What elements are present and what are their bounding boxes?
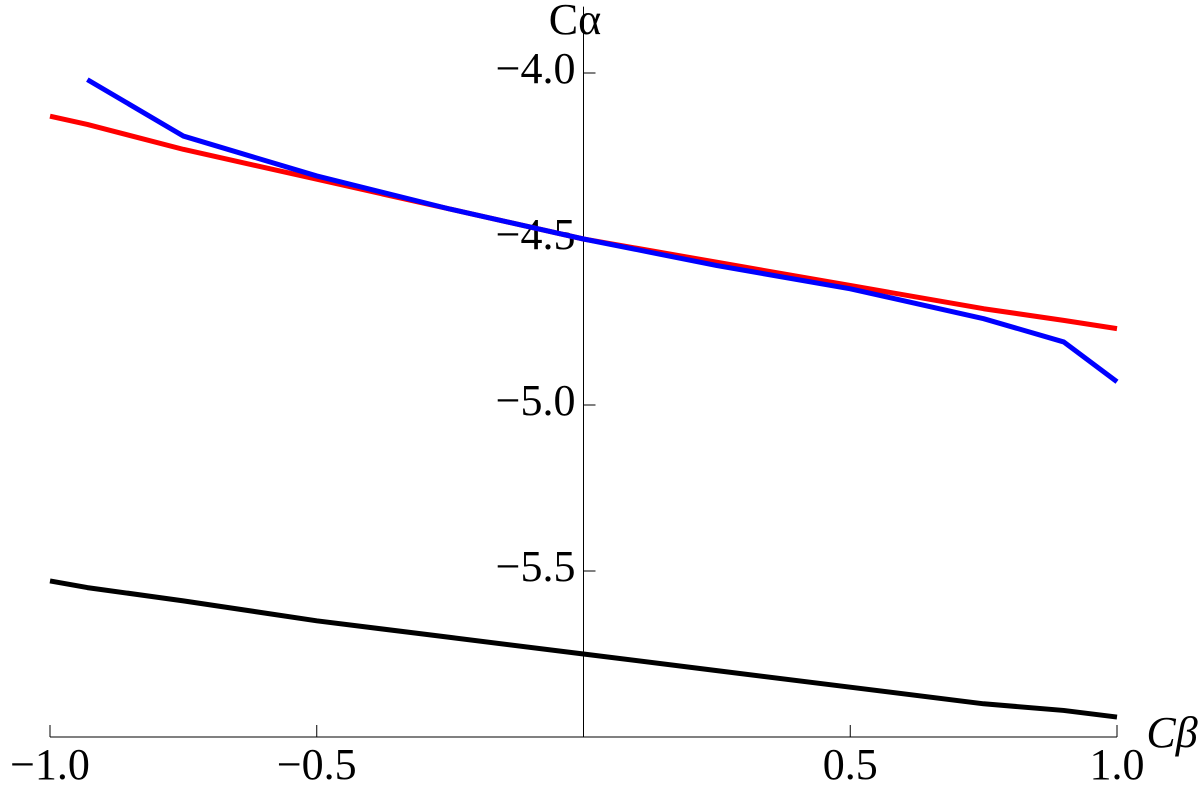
series-line — [49, 578, 1118, 720]
y-tick-label: −4.0 — [496, 44, 576, 93]
x-tick-label: −0.5 — [277, 740, 357, 785]
x-tick-label: 0.5 — [823, 740, 878, 785]
x-axis-label: Cβ — [1146, 708, 1197, 757]
y-tick-label: −5.5 — [496, 542, 576, 591]
series-line — [86, 77, 1119, 384]
x-tick-label: 1.0 — [1090, 740, 1145, 785]
x-tick-label: −1.0 — [10, 740, 90, 785]
y-tick-label: −5.0 — [496, 376, 576, 425]
y-axis-label: Cα — [549, 0, 601, 44]
